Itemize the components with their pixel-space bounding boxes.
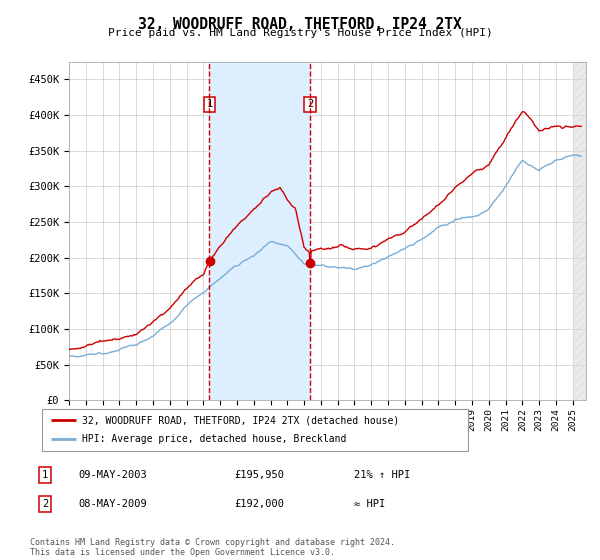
Text: Price paid vs. HM Land Registry's House Price Index (HPI): Price paid vs. HM Land Registry's House … — [107, 28, 493, 38]
Text: ≈ HPI: ≈ HPI — [354, 499, 385, 509]
Bar — [573, 62, 586, 400]
Text: 21% ↑ HPI: 21% ↑ HPI — [354, 470, 410, 480]
Text: £192,000: £192,000 — [234, 499, 284, 509]
Text: 2: 2 — [42, 499, 48, 509]
FancyBboxPatch shape — [42, 409, 468, 451]
Bar — [209, 62, 310, 400]
Text: 09-MAY-2003: 09-MAY-2003 — [78, 470, 147, 480]
Text: Contains HM Land Registry data © Crown copyright and database right 2024.
This d: Contains HM Land Registry data © Crown c… — [30, 538, 395, 557]
Text: 32, WOODRUFF ROAD, THETFORD, IP24 2TX: 32, WOODRUFF ROAD, THETFORD, IP24 2TX — [138, 17, 462, 32]
Text: 08-MAY-2009: 08-MAY-2009 — [78, 499, 147, 509]
Text: 2: 2 — [307, 99, 313, 109]
Text: 32, WOODRUFF ROAD, THETFORD, IP24 2TX (detached house): 32, WOODRUFF ROAD, THETFORD, IP24 2TX (d… — [82, 415, 400, 425]
Text: 1: 1 — [42, 470, 48, 480]
Text: 1: 1 — [206, 99, 212, 109]
Text: £195,950: £195,950 — [234, 470, 284, 480]
Text: HPI: Average price, detached house, Breckland: HPI: Average price, detached house, Brec… — [82, 435, 347, 445]
